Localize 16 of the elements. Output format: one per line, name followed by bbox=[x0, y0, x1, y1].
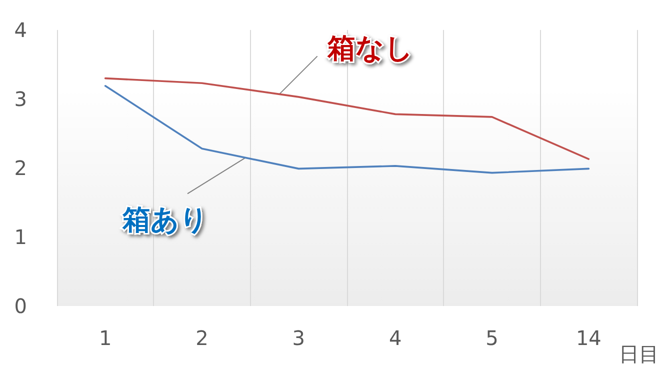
y-tick-label: 1 bbox=[14, 225, 27, 249]
series-label: 箱なし bbox=[326, 32, 414, 65]
x-tick-label: 3 bbox=[292, 326, 306, 350]
y-tick-label: 2 bbox=[14, 156, 27, 180]
x-tick-label: 2 bbox=[196, 326, 208, 350]
y-tick-label: 3 bbox=[14, 87, 27, 111]
x-tick-label: 14 bbox=[576, 326, 602, 350]
line-series bbox=[104, 77, 590, 160]
series-label: 箱あり bbox=[122, 203, 208, 236]
x-axis-title: 日目 bbox=[619, 342, 659, 366]
x-tick-label: 4 bbox=[388, 326, 402, 350]
x-tick-label: 1 bbox=[98, 326, 112, 350]
x-tick-label: 5 bbox=[486, 326, 498, 350]
line-series bbox=[104, 84, 590, 174]
y-tick-label: 0 bbox=[14, 294, 27, 318]
y-tick-label: 4 bbox=[14, 18, 27, 42]
